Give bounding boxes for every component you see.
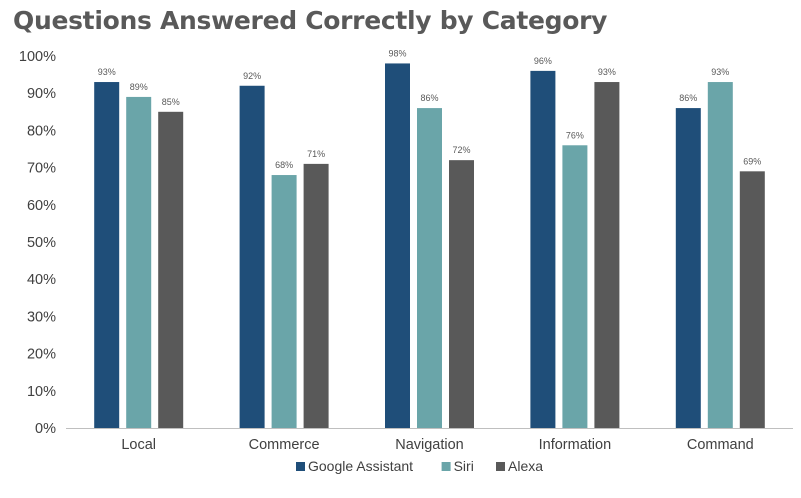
legend-label: Google Assistant [308,458,413,474]
y-tick-label: 20% [27,347,56,363]
data-label: 93% [598,67,616,77]
data-label: 98% [388,48,406,58]
data-label: 93% [711,67,729,77]
chart-title: Questions Answered Correctly by Category [13,6,608,35]
y-tick-label: 100% [19,49,56,65]
y-tick-label: 40% [27,272,56,288]
y-tick-label: 90% [27,86,56,102]
data-label: 93% [98,67,116,77]
category-label: Local [121,437,156,453]
category-label: Navigation [395,437,464,453]
legend-label: Alexa [508,458,543,474]
bar-alexa [739,171,765,428]
data-label: 92% [243,71,261,81]
category-label: Information [539,437,612,453]
bar-google-assistant [385,63,410,428]
data-label: 89% [130,82,148,92]
data-label: 86% [679,93,697,103]
bar-alexa [594,82,620,428]
legend-swatch [441,462,451,471]
bar-google-assistant [239,85,265,428]
bar-google-assistant [675,108,701,428]
legend-swatch [496,462,505,471]
data-label: 85% [162,97,180,107]
y-tick-label: 30% [27,309,56,325]
data-label: 68% [275,160,293,170]
bar-alexa [449,160,474,428]
bar-alexa [158,111,184,429]
bar-siri [707,82,733,428]
y-tick-label: 0% [35,421,56,437]
bar-siri [417,108,442,428]
y-tick-label: 10% [27,384,56,400]
bar-siri [126,96,152,429]
bar-siri [562,145,588,428]
data-label: 69% [743,156,761,166]
category-label: Command [687,437,754,453]
category-label: Commerce [249,437,320,453]
legend-label: Siri [454,458,474,474]
y-tick-label: 50% [27,235,56,251]
y-tick-label: 80% [27,123,56,139]
bar-siri [271,175,297,428]
y-tick-label: 60% [27,198,56,214]
legend-swatch [296,462,305,471]
bar-google-assistant [530,70,556,428]
bar-google-assistant [94,82,120,428]
data-label: 72% [452,145,470,155]
data-label: 96% [534,56,552,66]
y-tick-label: 70% [27,161,56,177]
data-label: 76% [566,130,584,140]
data-label: 86% [420,93,438,103]
data-label: 71% [307,149,325,159]
bar-alexa [303,163,329,428]
